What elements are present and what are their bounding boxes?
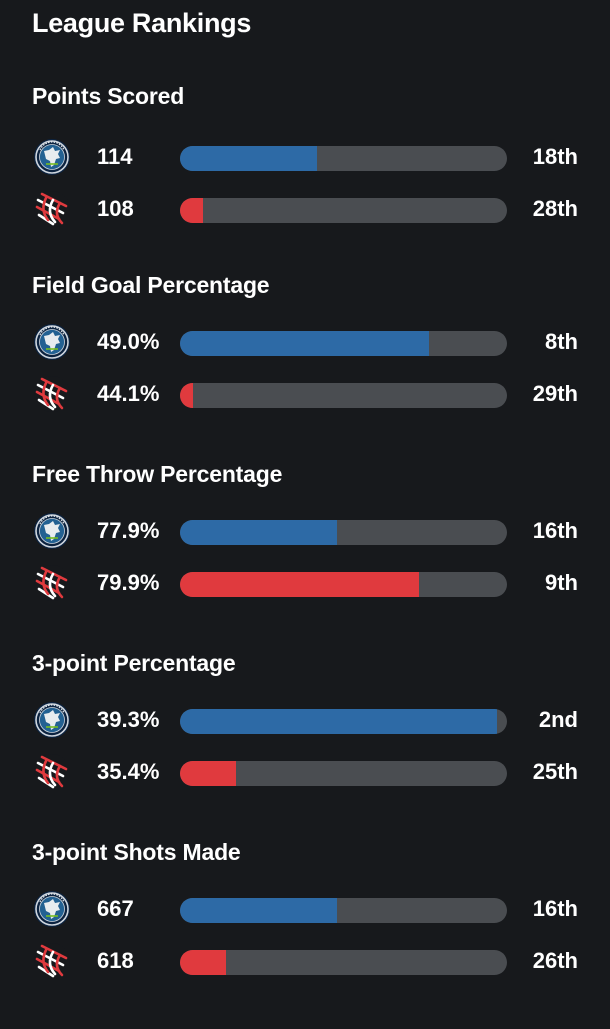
stat-value: 79.9%	[97, 570, 160, 595]
stat-value: 77.9%	[97, 518, 160, 543]
section-3-point-percentage: 3-point Percentage 39.3% 2nd 35.4% 25th	[0, 650, 610, 840]
stat-bar-fill	[180, 898, 337, 923]
timberwolves-logo-icon	[33, 138, 71, 176]
page-title: League Rankings	[32, 8, 252, 38]
stat-value: 667	[97, 896, 134, 921]
timberwolves-logo-icon	[33, 701, 71, 739]
league-rank: 25th	[532, 759, 578, 784]
stat-bar-fill	[180, 761, 236, 786]
stat-bar-track	[180, 331, 507, 356]
stat-row-team1: 39.3% 2nd	[0, 700, 610, 740]
trail-blazers-logo-icon	[33, 190, 71, 228]
league-rank: 26th	[532, 948, 578, 973]
section-title: Free Throw Percentage	[32, 461, 283, 487]
stat-value: 108	[97, 196, 134, 221]
stat-bar-track	[180, 383, 507, 408]
league-rank: 28th	[532, 196, 578, 221]
stat-bar-track	[180, 950, 507, 975]
stat-row-team1: 77.9% 16th	[0, 511, 610, 551]
stat-row-team2: 35.4% 25th	[0, 752, 610, 792]
stat-bar-fill	[180, 383, 194, 408]
stat-bar-track	[180, 572, 507, 597]
stat-bar-fill	[180, 331, 429, 356]
section-3-point-shots-made: 3-point Shots Made 667 16th 618 26th	[0, 839, 610, 1029]
league-rank: 16th	[532, 518, 578, 543]
stat-bar-fill	[180, 572, 419, 597]
stat-bar-fill	[180, 146, 318, 171]
section-title: Field Goal Percentage	[32, 272, 270, 298]
trail-blazers-logo-icon	[33, 942, 71, 980]
section-free-throw-percentage: Free Throw Percentage 77.9% 16th 79.9% 9…	[0, 461, 610, 651]
stat-value: 39.3%	[97, 707, 160, 732]
league-rank: 9th	[545, 570, 578, 595]
stat-bar-track	[180, 709, 507, 734]
stat-row-team2: 44.1% 29th	[0, 374, 610, 414]
timberwolves-logo-icon	[33, 512, 71, 550]
stat-bar-track	[180, 898, 507, 923]
trail-blazers-logo-icon	[33, 375, 71, 413]
stat-value: 114	[97, 144, 133, 169]
stat-bar-track	[180, 520, 507, 545]
trail-blazers-logo-icon	[33, 753, 71, 791]
stat-value: 618	[97, 948, 134, 973]
section-points-scored: Points Scored 114 18th 108 28th	[0, 83, 610, 273]
stat-value: 44.1%	[97, 381, 160, 406]
stat-bar-fill	[180, 950, 226, 975]
timberwolves-logo-icon	[33, 890, 71, 928]
stat-bar-track	[180, 146, 507, 171]
stat-bar-fill	[180, 198, 203, 223]
league-rank: 8th	[545, 329, 578, 354]
stat-bar-fill	[180, 520, 337, 545]
stat-row-team2: 108 28th	[0, 189, 610, 229]
stat-bar-track	[180, 198, 507, 223]
stat-row-team1: 114 18th	[0, 137, 610, 177]
stat-row-team1: 49.0% 8th	[0, 322, 610, 362]
section-title: Points Scored	[32, 83, 185, 109]
stat-row-team2: 79.9% 9th	[0, 563, 610, 603]
section-title: 3-point Percentage	[32, 650, 236, 676]
stat-value: 49.0%	[97, 329, 160, 354]
league-rank: 18th	[532, 144, 578, 169]
section-title: 3-point Shots Made	[32, 839, 241, 865]
league-rank: 16th	[532, 896, 578, 921]
league-rank: 29th	[532, 381, 578, 406]
section-field-goal-percentage: Field Goal Percentage 49.0% 8th 44.1% 29…	[0, 272, 610, 462]
stat-row-team1: 667 16th	[0, 889, 610, 929]
stat-row-team2: 618 26th	[0, 941, 610, 981]
stat-value: 35.4%	[97, 759, 160, 784]
league-rank: 2nd	[538, 707, 578, 732]
stat-bar-track	[180, 761, 507, 786]
timberwolves-logo-icon	[33, 323, 71, 361]
trail-blazers-logo-icon	[33, 564, 71, 602]
stat-bar-fill	[180, 709, 498, 734]
